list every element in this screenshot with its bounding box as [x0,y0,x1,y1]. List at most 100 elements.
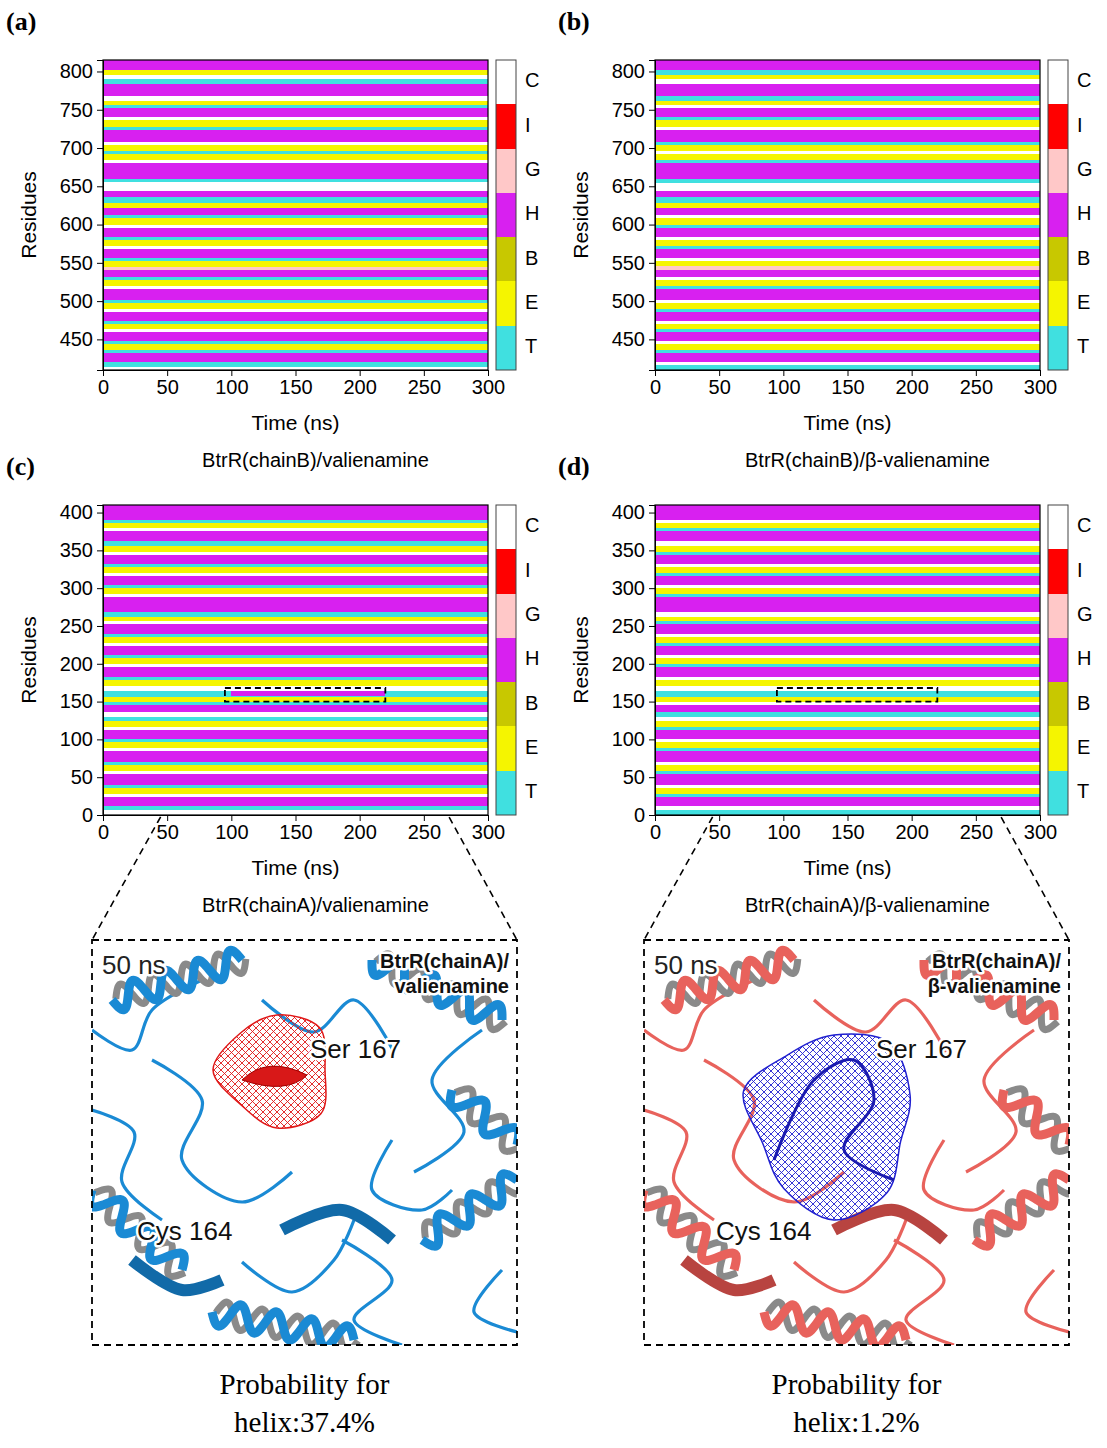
state-colorbar: CIGHBET [496,505,541,815]
tick: 100 [60,728,103,750]
ss-band [655,742,1040,748]
ss-band [655,667,1040,678]
ss-band [655,751,1040,762]
colorbar-cell [496,682,516,726]
ss-band [655,70,1040,75]
ss-band [103,573,488,576]
colorbar-label: E [525,736,538,758]
tick: 750 [612,99,655,121]
ss-band [655,286,1040,289]
tick-label: 650 [612,175,645,197]
cartoon [644,950,1069,1345]
tick: 150 [831,815,864,843]
ss-band [103,788,488,794]
ss-band [655,712,1040,717]
tick-mark [649,513,655,514]
ss-band [655,163,1040,178]
plot-frame [103,505,488,815]
colorbar-cell [496,505,516,549]
inset-time: 50 ns [654,950,718,980]
ss-band [103,321,488,324]
ss-band [655,96,1040,101]
probability-text: helix:37.4% [234,1406,375,1438]
ss-band [103,555,488,564]
y-axis-title: Residues [569,616,592,704]
tick-mark [97,148,103,149]
ss-band [655,101,1040,106]
ss-band [103,79,488,84]
tick-label: 750 [612,99,645,121]
tick-label: 500 [612,290,645,312]
colorbar-cell [1048,726,1068,770]
tick-mark [167,370,168,376]
x-axis-title: Time (ns) [804,411,892,434]
ss-band [655,365,1040,370]
colorbar-cell [496,193,516,237]
inset-title: BtrR(chainA)/valienamine [380,950,509,997]
tick: 50 [709,370,731,398]
ss-band [655,658,1040,664]
colorbar-cell [1048,326,1068,370]
colorbar-label: H [1077,202,1091,224]
tick-label: 150 [279,821,312,843]
plot-frame [655,60,1040,370]
tick-label: 600 [612,213,645,235]
colorbar-label: H [1077,647,1091,669]
axis-line [649,506,656,816]
tick-label: 200 [343,376,376,398]
ss-band [655,151,1040,154]
tick-label: 200 [343,821,376,843]
ss-band [655,552,1040,555]
x-axis-title: Time (ns) [804,856,892,879]
colorbar-cell [1048,193,1068,237]
tick-mark [912,815,913,821]
residue-label: Ser 167 [876,1034,967,1064]
ss-band [103,101,488,106]
tick-label: 300 [472,376,505,398]
ss-band [655,646,1040,655]
tick: 250 [60,615,103,637]
tick: 600 [60,213,103,235]
tick: 200 [895,815,928,843]
tick-mark [649,263,655,264]
tick-mark [649,664,655,665]
tick-mark [848,370,849,376]
tick: 650 [612,175,655,197]
panel: 0501001502002503004505005506006507007508… [6,7,541,471]
ss-band [103,505,488,520]
ss-band [103,324,488,329]
inset-frame [92,940,517,1345]
ss-band [103,179,488,182]
ss-band [103,96,488,101]
tick-mark [167,815,168,821]
tick-mark [649,588,655,589]
tick-label: 150 [831,821,864,843]
tick-mark [97,513,103,514]
ss-band [103,564,488,567]
tick-label: 50 [709,376,731,398]
inset-frame [644,940,1069,1345]
probability-text: Probability for [220,1368,390,1400]
ss-band [103,751,488,762]
ss-band [103,350,488,353]
colorbar-cell [496,726,516,770]
tick-mark [649,339,655,340]
ss-band [655,215,1040,218]
axis-line [656,371,1041,377]
ss-band [103,771,488,774]
ss-band [655,309,1040,312]
colorbar-label: G [525,158,541,180]
ss-band [655,249,1040,258]
tick: 300 [472,370,505,398]
ss-band [655,567,1040,573]
y-axis-title: Residues [17,616,40,704]
ss-band [103,160,488,163]
ss-band [655,300,1040,303]
ss-band [103,810,488,815]
ss-band [655,785,1040,788]
colorbar-cell [496,594,516,638]
tick-mark [97,263,103,264]
colorbar-label: G [1077,158,1093,180]
colorbar-cell [1048,60,1068,104]
tick: 200 [612,653,655,675]
